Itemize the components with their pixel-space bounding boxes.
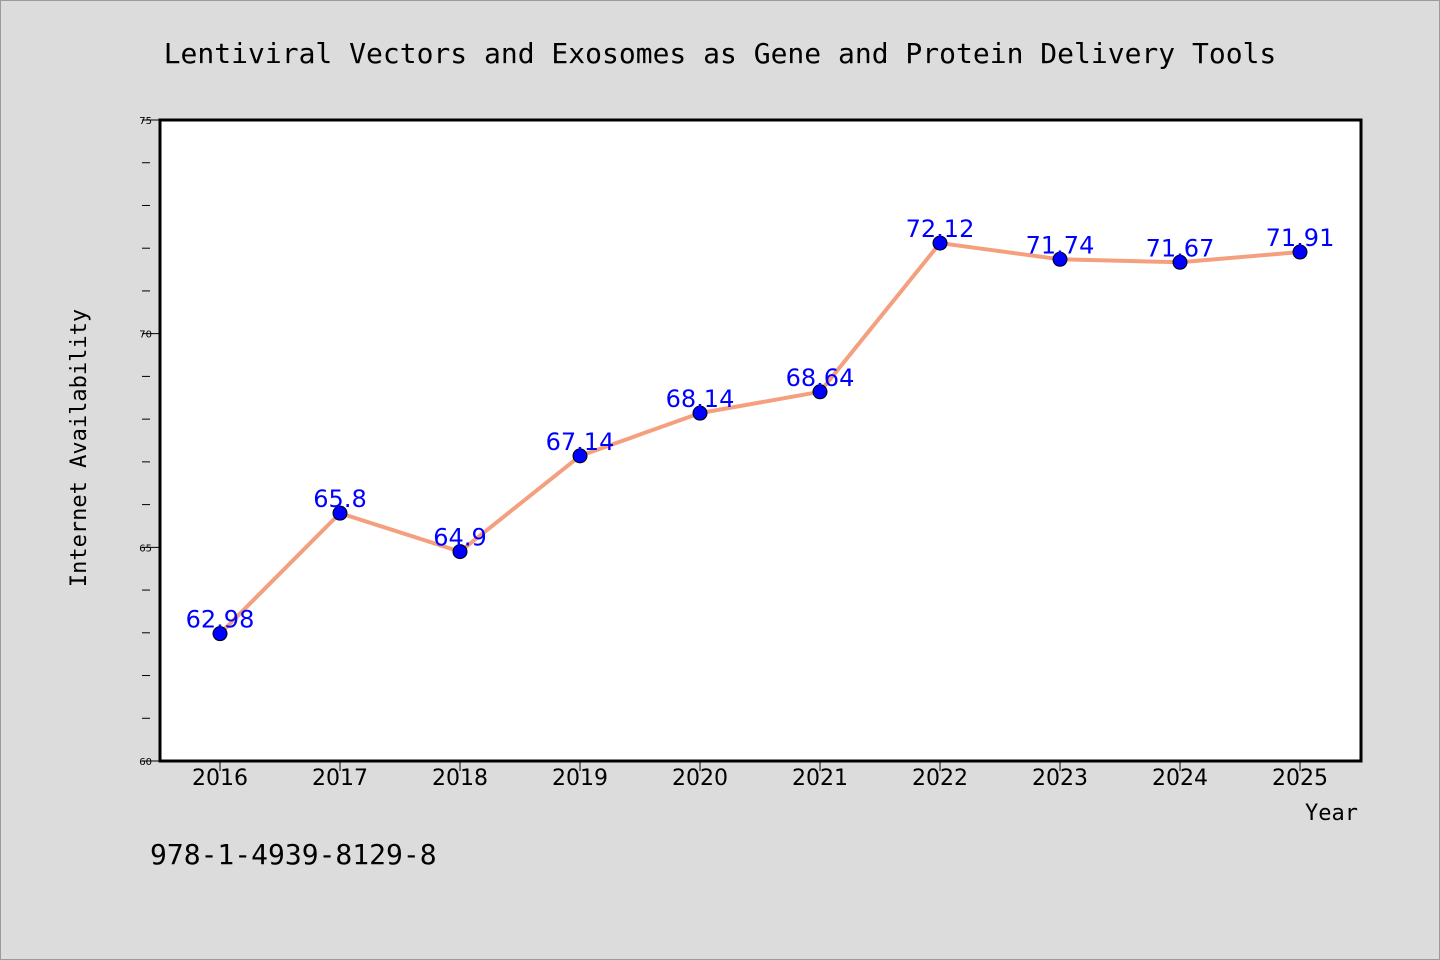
data-point xyxy=(692,405,708,421)
data-point xyxy=(1292,244,1308,260)
data-label: 72.12 xyxy=(906,215,975,243)
y-tick-label: 70 xyxy=(139,330,152,341)
data-point xyxy=(1052,251,1068,267)
data-label: 71.91 xyxy=(1266,224,1335,252)
x-tick-label: 2023 xyxy=(1032,766,1088,791)
series-line xyxy=(218,241,1302,636)
data-label: 67.14 xyxy=(546,428,615,456)
data-point xyxy=(812,384,828,400)
data-label: 64.9 xyxy=(433,524,486,552)
x-tick-label: 2024 xyxy=(1152,766,1208,791)
x-tick-label: 2019 xyxy=(552,766,608,791)
x-tick-label: 2025 xyxy=(1272,766,1328,791)
x-tick-label: 2017 xyxy=(312,766,368,791)
x-tick-label: 2016 xyxy=(192,766,248,791)
y-axis-label: Internet Availability xyxy=(67,309,92,587)
data-label: 68.64 xyxy=(786,364,855,392)
plot-border xyxy=(158,118,1363,763)
y-tick-label: 75 xyxy=(139,116,152,127)
x-axis-label: Year xyxy=(1305,801,1358,826)
x-tick-label: 2020 xyxy=(672,766,728,791)
data-label: 71.67 xyxy=(1146,234,1215,262)
x-tick-label: 2022 xyxy=(912,766,968,791)
data-point xyxy=(212,626,228,642)
isbn-footnote: 978-1-4939-8129-8 xyxy=(150,838,437,871)
data-label: 62.98 xyxy=(186,606,255,634)
data-point xyxy=(932,235,948,251)
axis-ticks: 60 65 70 75 2016 2017 2018 2019 2020 2021 2022 2023… xyxy=(139,116,1328,791)
y-tick-label: 65 xyxy=(139,543,152,554)
data-label: 68.14 xyxy=(666,385,735,413)
data-point xyxy=(452,544,468,560)
data-point xyxy=(572,448,588,464)
plot-area xyxy=(160,120,1361,761)
series-layer: 62.98 65.8 64.9 67.14 68.14 68.64 72.12 71.74 71… xyxy=(186,215,1335,642)
chart-title: Lentiviral Vectors and Exosomes as Gene … xyxy=(164,37,1277,70)
x-tick-label: 2021 xyxy=(792,766,848,791)
data-point xyxy=(332,505,348,521)
data-label: 71.74 xyxy=(1026,231,1095,259)
y-tick-label: 60 xyxy=(139,757,152,768)
x-tick-label: 2018 xyxy=(432,766,488,791)
data-label: 65.8 xyxy=(313,485,366,513)
data-point xyxy=(1172,254,1188,270)
